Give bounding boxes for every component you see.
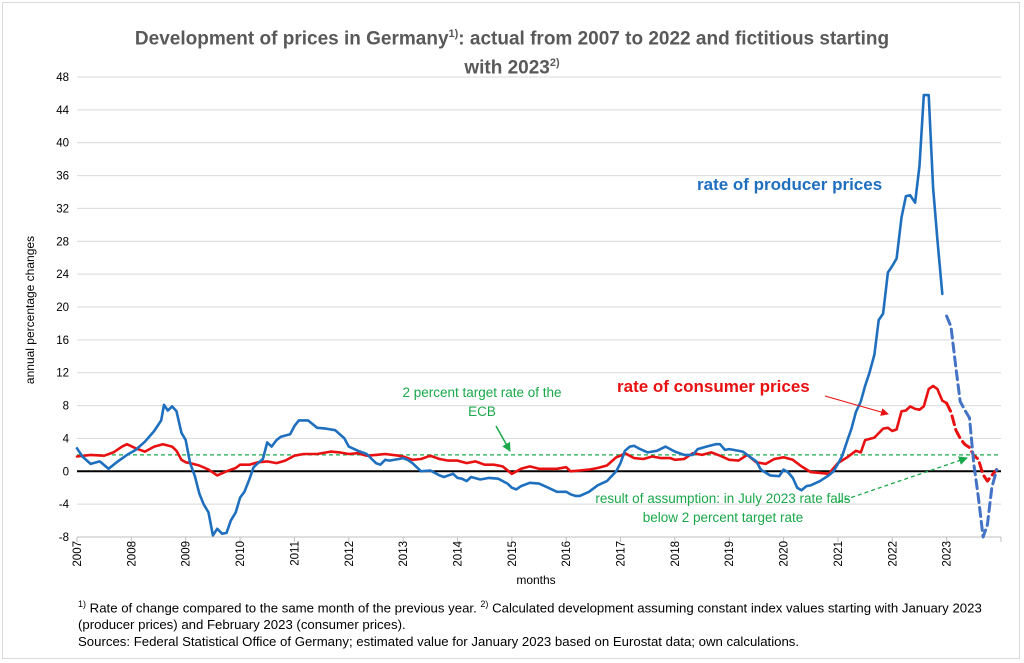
x-tick-label: 2008 <box>126 541 138 567</box>
y-tick-label: 12 <box>56 368 69 380</box>
producer-prices-fictitious-line <box>945 314 999 539</box>
ecb-target-annotation: 2 percent target rate of the ECB <box>402 385 562 419</box>
x-axis-label: months <box>516 573 556 587</box>
footnote-1-marker: 1) <box>78 599 87 609</box>
x-tick-label: 2014 <box>452 540 464 566</box>
y-tick-label: 28 <box>56 236 69 248</box>
y-tick-label: 4 <box>63 433 70 445</box>
y-axis-label: annual percentage changes <box>23 235 37 385</box>
y-tick-label: 24 <box>56 269 69 281</box>
series-lines <box>75 93 999 539</box>
annotation-arrows <box>495 395 968 503</box>
x-tick-label: 2013 <box>398 541 410 567</box>
consumer-prices-line <box>75 384 948 477</box>
consumer-arrow <box>824 395 889 416</box>
assumption-annotation: result of assumption: in July 2023 rate … <box>595 491 851 525</box>
footnote-definitions: 1) Rate of change compared to the same m… <box>78 596 998 633</box>
y-tick-label: 20 <box>56 302 69 314</box>
title-mid: : actual from 2007 to 2022 and fictitiou… <box>458 28 890 50</box>
x-tick-label: 2022 <box>887 541 899 567</box>
x-tick-label: 2020 <box>779 541 791 567</box>
reference-lines <box>77 454 1001 473</box>
x-tick-label: 2009 <box>181 541 193 567</box>
title-main: Development of prices in Germany <box>134 28 449 50</box>
producer-prices-line <box>75 93 944 537</box>
x-tick-label: 2023 <box>942 541 954 567</box>
grid-lines <box>77 76 1001 538</box>
footnote-1-text: Rate of change compared to the same mont… <box>86 600 481 616</box>
x-axis-ticks: 2007 2008 2009 2010 2011 2012 2013 2014 2015 2016… <box>72 536 1002 567</box>
sources-note: Sources: Federal Statistical Office of G… <box>78 634 800 650</box>
footnote-2-text: Calculated development assuming constant… <box>78 600 982 633</box>
y-tick-label: -4 <box>59 499 70 511</box>
y-tick-label: 40 <box>56 138 69 150</box>
x-tick-label: 2011 <box>289 541 301 566</box>
x-tick-label: 2019 <box>724 541 736 567</box>
y-tick-label: 44 <box>56 105 69 117</box>
y-tick-label: -8 <box>59 532 69 544</box>
x-tick-label: 2021 <box>833 541 845 567</box>
y-tick-label: 32 <box>56 203 69 215</box>
title-line2: with 2023 <box>464 57 550 79</box>
footnotes: 1) Rate of change compared to the same m… <box>78 596 998 650</box>
producer-annotation: rate of producer prices <box>697 175 883 194</box>
x-tick-label: 2017 <box>616 541 628 567</box>
x-tick-label: 2007 <box>72 541 84 567</box>
ecb-arrow <box>495 425 511 452</box>
x-tick-label: 2018 <box>670 541 682 567</box>
x-tick-label: 2016 <box>561 541 573 567</box>
consumer-annotation: rate of consumer prices <box>617 377 810 396</box>
assumption-arrow <box>837 456 968 503</box>
x-tick-label: 2015 <box>507 541 519 567</box>
y-tick-label: 48 <box>56 72 69 84</box>
y-tick-label: 8 <box>63 401 69 413</box>
title-footnote-1: 1) <box>448 28 459 40</box>
footnote-2-marker: 2) <box>480 599 489 609</box>
y-tick-label: 0 <box>63 466 69 478</box>
x-tick-label: 2010 <box>235 541 247 567</box>
title-footnote-2: 2) <box>549 57 560 70</box>
y-tick-label: 16 <box>56 335 69 347</box>
chart-title: Development of prices in Germany1): actu… <box>0 22 1024 81</box>
y-tick-label: 36 <box>56 171 69 183</box>
x-tick-label: 2012 <box>344 541 356 567</box>
